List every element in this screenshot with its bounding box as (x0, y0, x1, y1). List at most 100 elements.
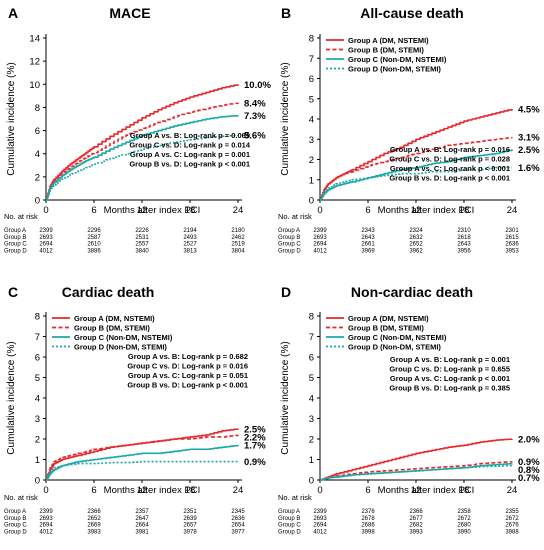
panel-c-at-risk-count: 2657 (183, 523, 197, 529)
panel-d-at-risk-count: 3990 (457, 529, 471, 535)
panel-c-y-tick-label: 5 (35, 373, 40, 384)
panel-c-at-risk-count: 2669 (87, 523, 101, 529)
panel-b-x-axis-label: Months after index PCI (378, 205, 475, 216)
panel-a-at-risk-count: 2194 (183, 228, 197, 234)
panel-a-at-risk-count: 3840 (135, 248, 149, 254)
panel-a-at-risk-count: 2462 (231, 235, 245, 241)
panel-b-at-risk-count: 2643 (361, 235, 375, 241)
panel-b-y-tick-label: 8 (309, 34, 314, 45)
panel-d-at-risk-count: 2693 (313, 516, 327, 522)
panel-a-at-risk-group-1: Group A (4, 228, 26, 234)
panel-b-at-risk-group-1: Group A (278, 228, 300, 234)
panel-c-at-risk-count: 2693 (39, 516, 53, 522)
panel-b-series-line-3 (320, 149, 513, 201)
panel-a-at-risk-count: 2527 (183, 242, 197, 248)
panel-d-legend-entry-3: Group C (Non-DM, NSTEMI) (348, 333, 447, 342)
panel-d-y-axis-label: Cumulative incidence (%) (280, 341, 291, 454)
panel-a-series-line-1 (46, 84, 239, 201)
panel-b-at-risk-group-2: Group B (278, 235, 300, 241)
panel-c-x-tick-label: 24 (233, 485, 244, 496)
panel-c-at-risk-count: 2647 (135, 516, 149, 522)
panel-b-legend-entry-1: Group A (DM, NSTEMI) (348, 36, 429, 45)
panel-d-y-tick-label: 2 (309, 435, 314, 446)
panel-b-at-risk-count: 4012 (313, 248, 327, 254)
panel-a-x-tick-label: 24 (233, 205, 244, 216)
panel-b-y-tick-label: 6 (309, 74, 314, 85)
panel-a-x-tick-label: 18 (185, 205, 196, 216)
panel-d-at-risk-count: 2399 (313, 509, 327, 515)
panel-a-at-risk-count: 3804 (231, 248, 245, 254)
panel-b-x-tick-label: 12 (411, 205, 422, 216)
panel-c-stat-line-3: Group A vs. C: Log-rank p = 0.051 (128, 371, 248, 380)
panel-d-series-line-2 (320, 461, 513, 481)
panel-d-at-risk-count: 2682 (409, 523, 423, 529)
panel-d-legend-entry-4: Group D (Non-DM, STEMI) (348, 343, 441, 352)
panel-c-at-risk-count: 2357 (135, 509, 149, 515)
panel-d-x-tick-label: 6 (365, 485, 370, 496)
panel-d-at-risk-count: 2686 (361, 523, 375, 529)
panel-d-at-risk-count: 3993 (409, 529, 423, 535)
panel-d-at-risk-count: 2672 (505, 516, 519, 522)
panel-c-at-risk-count: 3983 (87, 529, 101, 535)
panel-a-at-risk-count: 2610 (87, 242, 101, 248)
panel-b-y-tick-label: 7 (309, 54, 314, 65)
panel-b-at-risk-count: 2632 (409, 235, 423, 241)
panel-a-y-tick-label: 2 (35, 172, 40, 183)
panel-b-end-label-1: 4.5% (518, 104, 540, 115)
panel-c-stat-line-1: Group A vs. B: Log-rank p = 0.682 (128, 352, 248, 361)
panel-c-at-risk-count: 3981 (135, 529, 149, 535)
panel-d-legend-entry-1: Group A (DM, NSTEMI) (348, 314, 429, 323)
panel-c-title: Cardiac death (62, 284, 155, 300)
panel-c-series-line-3 (46, 444, 239, 481)
panel-a-at-risk-count: 2587 (87, 235, 101, 241)
panel-a-x-tick-label: 12 (137, 205, 148, 216)
panel-a-x-tick-label: 6 (91, 205, 96, 216)
panel-c-at-risk-count: 3977 (231, 529, 245, 535)
panel-c-y-axis-label: Cumulative incidence (%) (6, 341, 17, 454)
panel-d-at-risk-group-1: Group A (278, 509, 300, 515)
panel-b-x-tick-label: 24 (507, 205, 518, 216)
panel-c-y-tick-label: 0 (35, 476, 40, 487)
panel-b-x-tick-label: 6 (365, 205, 370, 216)
panel-a-x-tick-label: 0 (43, 205, 48, 216)
panel-d-title: Non-cardiac death (351, 284, 473, 300)
panel-b-at-risk-count: 2343 (361, 228, 375, 234)
panel-c-at-risk-count: 2351 (183, 509, 197, 515)
panel-b-y-tick-label: 0 (309, 196, 314, 207)
panel-a-y-tick-label: 0 (35, 196, 40, 207)
panel-d-end-label-4: 0.7% (518, 473, 540, 484)
panel-c-legend-entry-1: Group A (DM, NSTEMI) (74, 314, 155, 323)
panel-d-end-label-1: 2.0% (518, 435, 540, 446)
panel-d-at-risk-count: 2680 (457, 523, 471, 529)
panel-d-at-risk-count: 3988 (505, 529, 519, 535)
panel-c-at-risk-count: 2694 (39, 523, 53, 529)
panel-a-x-axis-label: Months after index PCI (104, 205, 201, 216)
panel-b-at-risk-count: 2693 (313, 235, 327, 241)
panel-c-x-axis-label: Months after index PCI (104, 485, 201, 496)
panel-a-y-tick-label: 10 (29, 80, 40, 91)
panel-c-y-tick-label: 1 (35, 455, 40, 466)
panel-b-stat-line-1: Group A vs. B: Log-rank p = 0.016 (390, 145, 510, 154)
panel-c-at-risk-title: No. at risk (4, 493, 38, 502)
panel-a-end-label-1: 10.0% (244, 80, 271, 91)
panel-d-series-line-1 (320, 438, 513, 481)
panel-d-stat-line-2: Group C vs. D: Log-rank p = 0.655 (389, 365, 510, 374)
panel-d-y-tick-label: 3 (309, 414, 314, 425)
panel-b-stat-line-4: Group B vs. D: Log-rank p < 0.001 (389, 174, 510, 183)
panel-c-at-risk-group-2: Group B (4, 516, 26, 522)
panel-b-legend-entry-4: Group D (Non-DM, STEMI) (348, 65, 441, 74)
panel-d-y-tick-label: 0 (309, 476, 314, 487)
panel-b-at-risk-count: 3969 (361, 248, 375, 254)
panel-c-at-risk-count: 2345 (231, 509, 245, 515)
panel-c-end-label-1: 2.5% (244, 424, 266, 435)
panel-b-y-tick-label: 1 (309, 175, 314, 186)
panel-d-at-risk-count: 2678 (361, 516, 375, 522)
panel-c-x-tick-label: 0 (43, 485, 48, 496)
panel-d-series-line-4 (320, 464, 513, 481)
panel-b-y-tick-label: 2 (309, 155, 314, 166)
panel-b-x-tick-label: 0 (317, 205, 322, 216)
panel-d-letter: D (281, 284, 291, 300)
panel-b-at-risk-count: 2310 (457, 228, 471, 234)
panel-a-series-line-2 (46, 102, 239, 201)
